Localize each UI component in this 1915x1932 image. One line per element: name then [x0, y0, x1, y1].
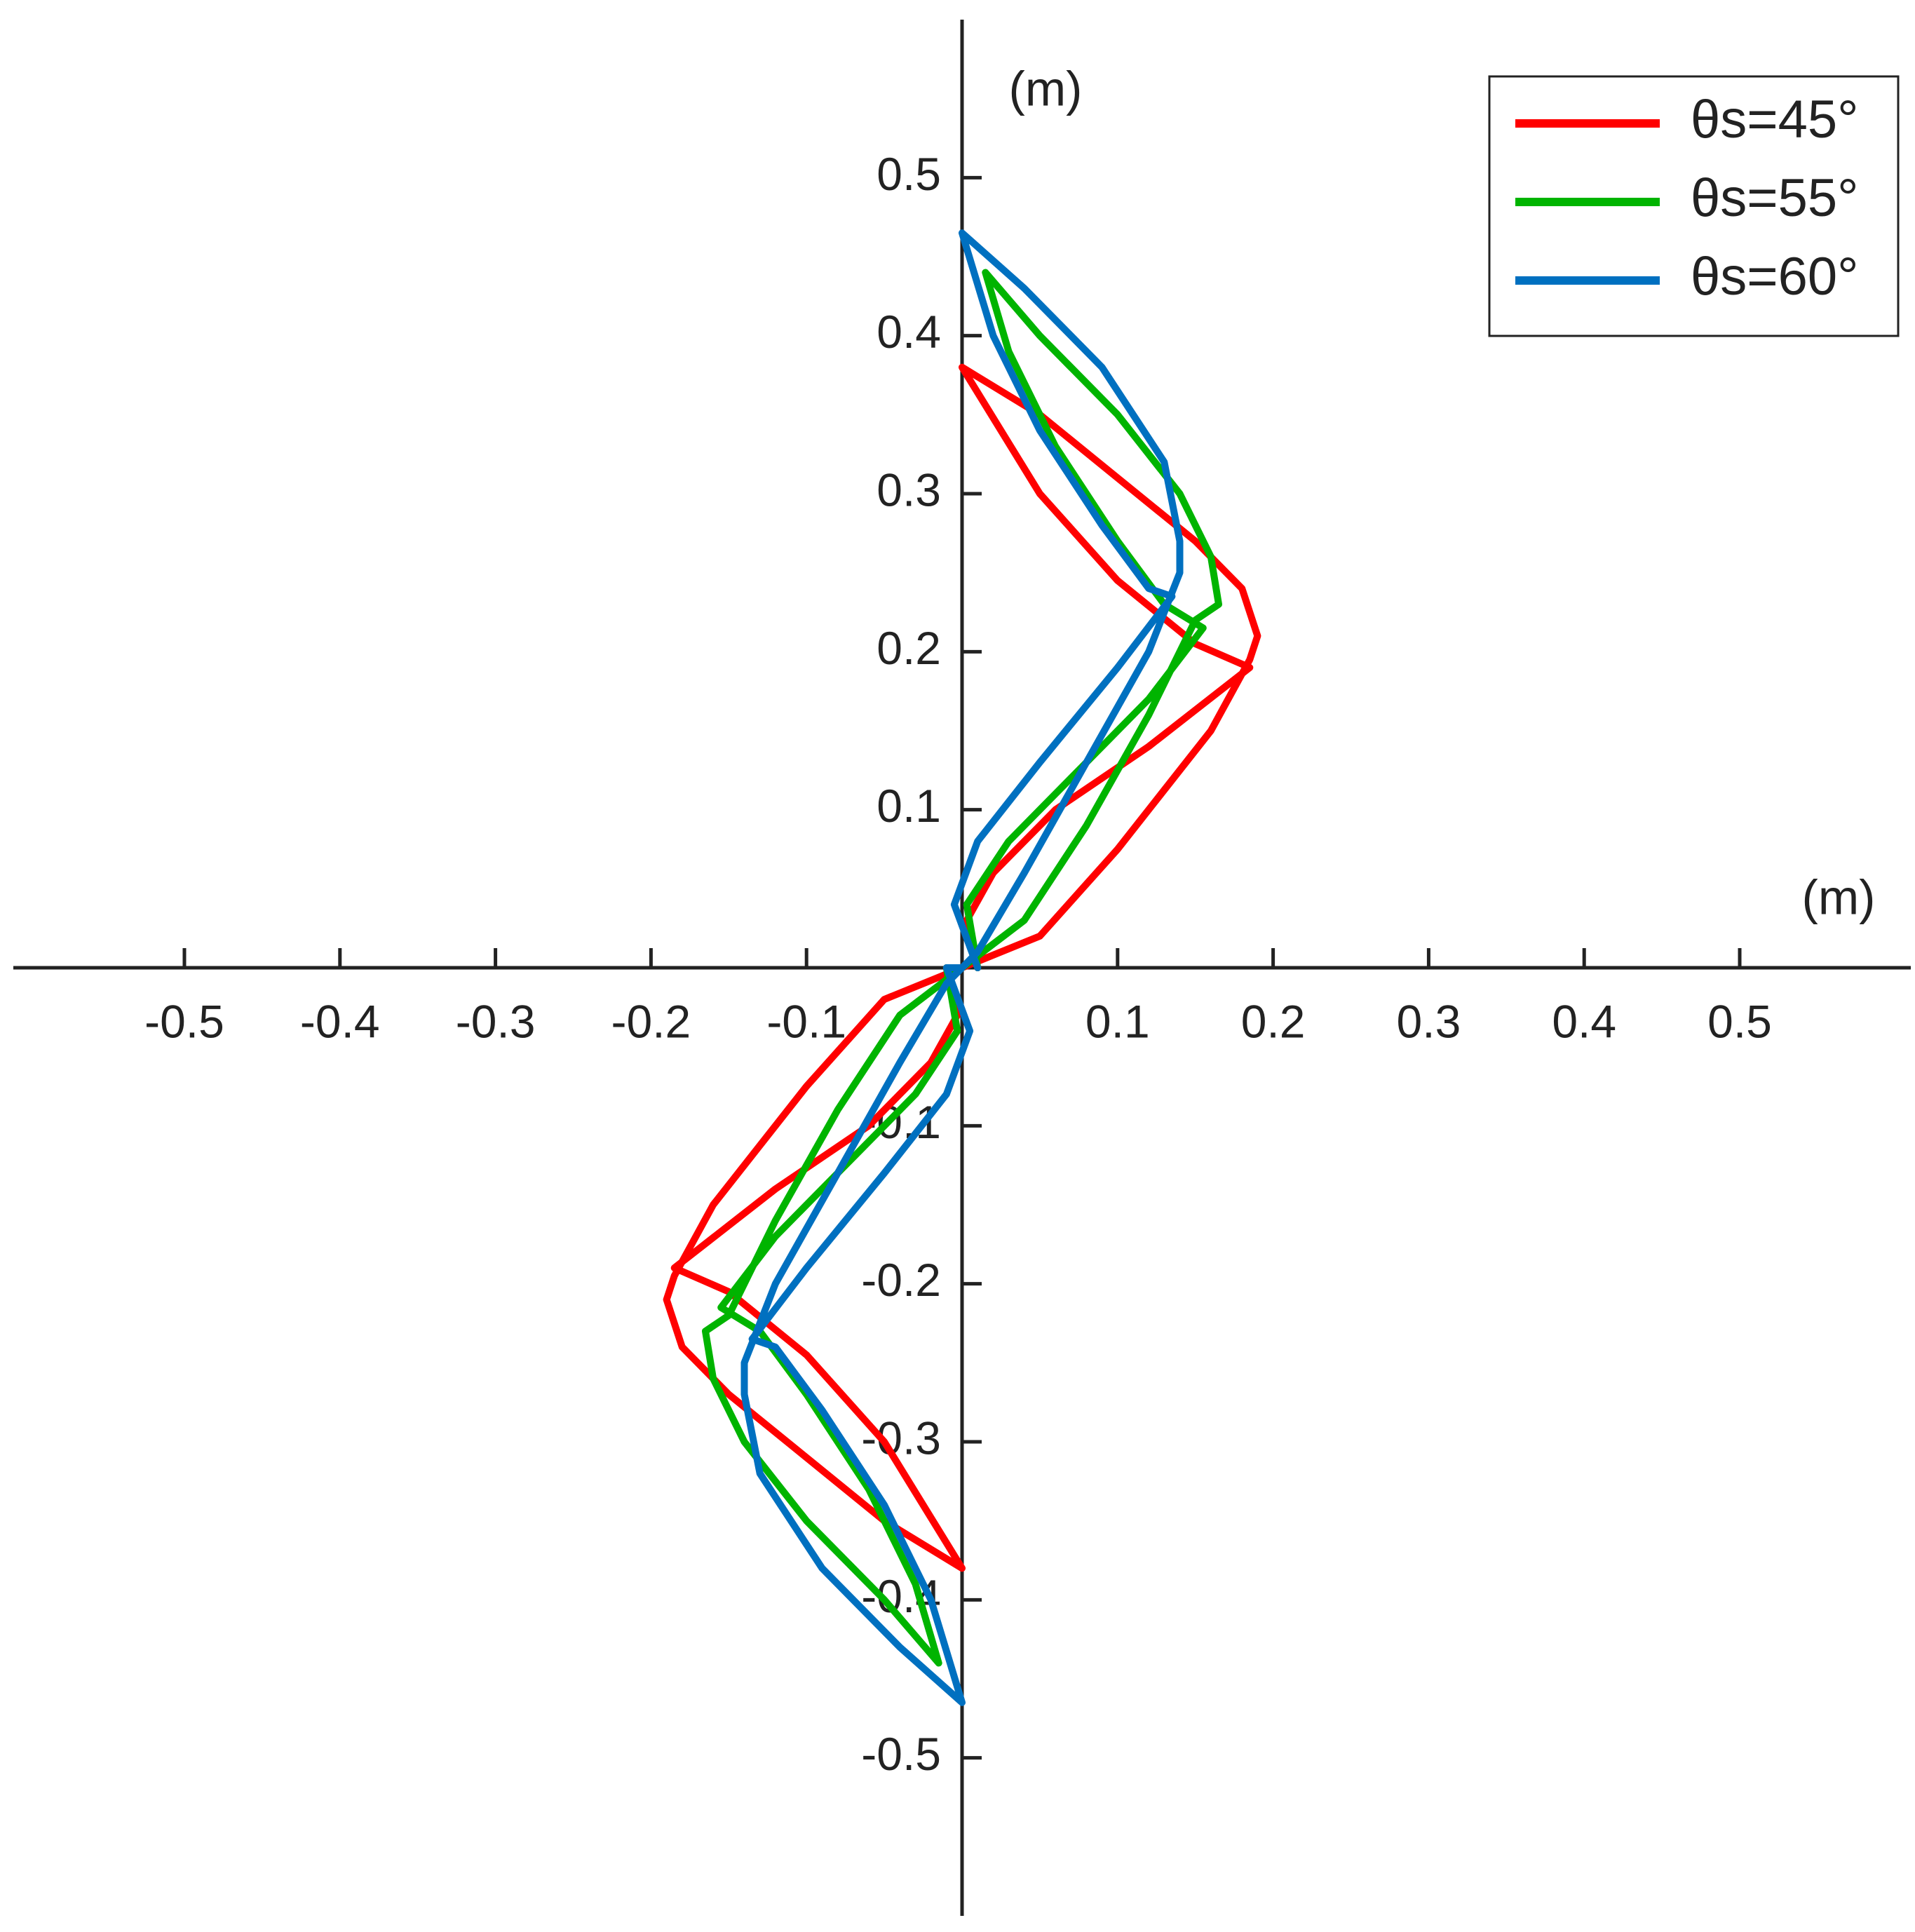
x-tick-label: -0.5: [144, 995, 224, 1047]
y-tick-label: 0.2: [877, 622, 941, 674]
x-tick-label: 0.4: [1552, 995, 1616, 1047]
x-tick-label: 0.3: [1397, 995, 1461, 1047]
y-tick-label: 0.1: [877, 780, 941, 832]
x-tick-label: -0.4: [300, 995, 380, 1047]
x-axis-label: (m): [1802, 870, 1876, 924]
y-tick-label: 0.4: [877, 306, 941, 358]
y-tick-label: 0.3: [877, 464, 941, 515]
y-tick-label: 0.5: [877, 148, 941, 200]
x-tick-label: 0.5: [1707, 995, 1772, 1047]
y-tick-label: -0.5: [861, 1728, 941, 1780]
y-tick-label: -0.2: [861, 1254, 941, 1306]
y-axis-label: (m): [1009, 61, 1083, 116]
x-tick-label: 0.2: [1241, 995, 1306, 1047]
x-tick-label: 0.1: [1085, 995, 1150, 1047]
legend-label: θs=55°: [1691, 168, 1859, 228]
x-tick-label: -0.3: [456, 995, 536, 1047]
legend-label: θs=45°: [1691, 90, 1859, 149]
series-line: [740, 229, 1184, 1706]
x-tick-label: -0.2: [611, 995, 691, 1047]
x-tick-label: -0.1: [766, 995, 846, 1047]
y-tick-label: -0.3: [861, 1412, 941, 1464]
legend-label: θs=60°: [1691, 247, 1859, 306]
